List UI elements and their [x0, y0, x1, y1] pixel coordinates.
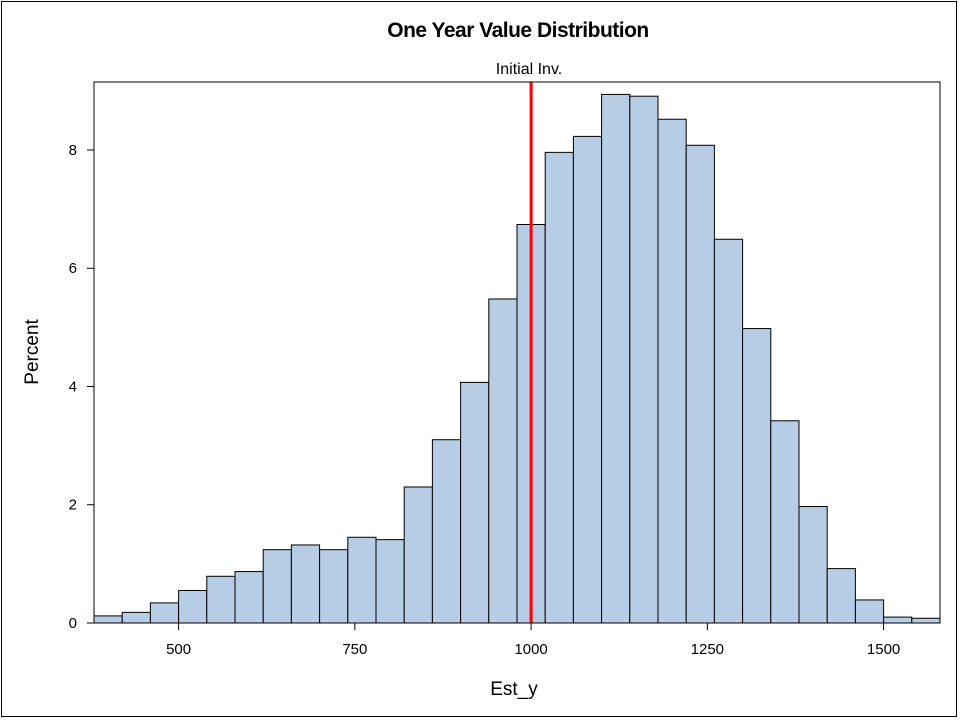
histogram-bar: [657, 118, 687, 624]
chart-title: One Year Value Distribution: [387, 19, 649, 42]
histogram-bar: [375, 539, 405, 624]
x-tick-label: 1500: [867, 641, 900, 658]
histogram-bar: [262, 549, 292, 624]
histogram-bar: [544, 151, 574, 624]
histogram-bar: [742, 328, 772, 624]
y-tick-label: 2: [69, 497, 77, 514]
histogram-bar: [149, 602, 180, 624]
histogram-bar: [685, 144, 715, 624]
y-tick-label: 6: [69, 260, 77, 277]
plot-area: [93, 81, 941, 624]
histogram-bar: [798, 506, 828, 624]
histogram-bar: [854, 599, 885, 624]
histogram-bar: [572, 135, 603, 624]
histogram-bar: [488, 298, 518, 624]
x-tick-label: 500: [166, 641, 191, 658]
x-tick-label: 750: [342, 641, 367, 658]
histogram-bar: [629, 95, 659, 624]
histogram-bar: [431, 439, 462, 624]
reference-line-label: Initial Inv.: [496, 61, 562, 78]
histogram-bar: [826, 568, 856, 624]
bars-group: [93, 93, 941, 624]
histogram-bar: [601, 93, 631, 624]
histogram-bar: [403, 486, 433, 624]
histogram-bar: [347, 536, 377, 624]
x-tick-label: 1000: [514, 641, 547, 658]
histogram-bar: [206, 575, 236, 624]
histogram-bar: [178, 589, 208, 624]
histogram-bar: [713, 238, 744, 624]
y-axis-ticks: 0 2 4 6 8: [69, 142, 94, 632]
histogram-bar: [770, 420, 800, 624]
histogram-bar: [290, 544, 321, 624]
histogram-bar: [319, 549, 349, 624]
histogram-bar: [883, 616, 913, 624]
histogram-bar: [234, 571, 264, 624]
x-axis-label: Est_y: [490, 679, 538, 700]
y-axis-label: Percent: [22, 319, 43, 385]
y-tick-label: 4: [69, 378, 77, 395]
histogram-bar: [121, 611, 151, 624]
histogram-bar: [460, 381, 490, 624]
y-tick-label: 8: [69, 142, 77, 159]
y-tick-label: 0: [69, 615, 77, 632]
histogram-bar: [911, 617, 941, 624]
x-tick-label: 1250: [691, 641, 724, 658]
x-axis-ticks: 500 750 1000 1250 1500: [166, 623, 900, 658]
histogram-bar: [93, 615, 123, 624]
